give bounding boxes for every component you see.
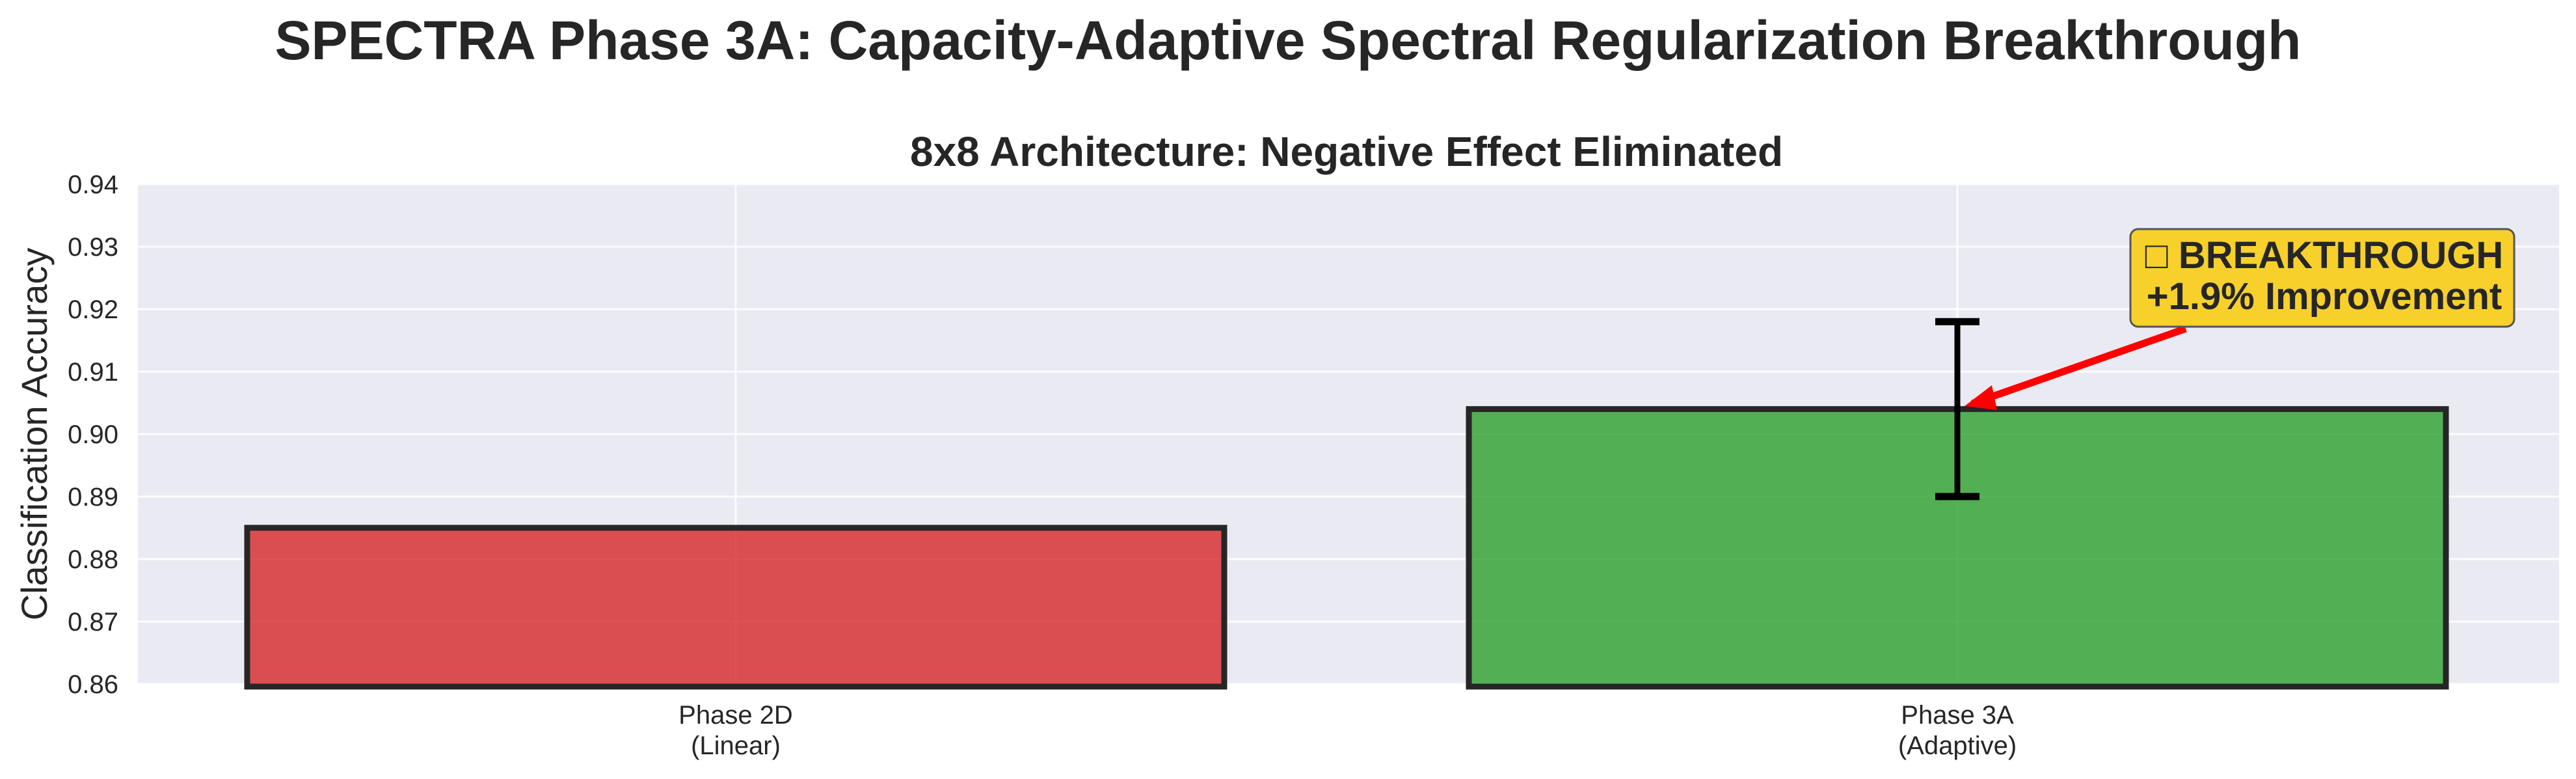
y-tick-label: 0.92 xyxy=(68,295,118,324)
annotation-arrow xyxy=(1971,325,2187,407)
x-tick-label-line1: Phase 2D xyxy=(678,701,793,730)
x-tick-label-line1: Phase 3A xyxy=(1901,701,2014,730)
y-tick-labels: 0.86 0.87 0.88 0.89 0.90 0.91 0.92 0.93 0.94 xyxy=(68,171,118,699)
chart-title: 8x8 Architecture: Negative Effect Elimin… xyxy=(910,128,1783,175)
bars xyxy=(244,406,2449,690)
y-tick-label: 0.87 xyxy=(68,608,118,636)
figure-title: SPECTRA Phase 3A: Capacity-Adaptive Spec… xyxy=(275,10,2301,71)
x-tick-label-line2: (Linear) xyxy=(691,731,781,760)
y-axis-label: Classification Accuracy xyxy=(14,248,55,621)
annotation-box xyxy=(2129,228,2516,328)
y-tick-label: 0.89 xyxy=(68,483,118,512)
y-tick-label: 0.90 xyxy=(68,420,118,449)
annotation-arrowhead xyxy=(1965,385,1997,410)
annotation-line-2: +1.9% Improvement xyxy=(2147,275,2502,318)
bar-1 xyxy=(244,525,1228,690)
y-tick-label: 0.88 xyxy=(68,545,118,574)
breakthrough-annotation: □ BREAKTHROUGH +1.9% Improvement xyxy=(1965,228,2516,410)
y-tick-label: 0.93 xyxy=(68,233,118,262)
error-bars xyxy=(1935,318,1979,500)
y-tick-label: 0.91 xyxy=(68,358,118,387)
y-tick-label: 0.94 xyxy=(68,171,118,199)
annotation-line-1: □ BREAKTHROUGH xyxy=(2145,234,2504,277)
y-tick-label: 0.86 xyxy=(68,670,118,699)
x-tick-labels: Phase 2D(Linear) Phase 3A(Adaptive) xyxy=(678,701,2017,760)
x-tick-label-line2: (Adaptive) xyxy=(1898,731,2017,760)
